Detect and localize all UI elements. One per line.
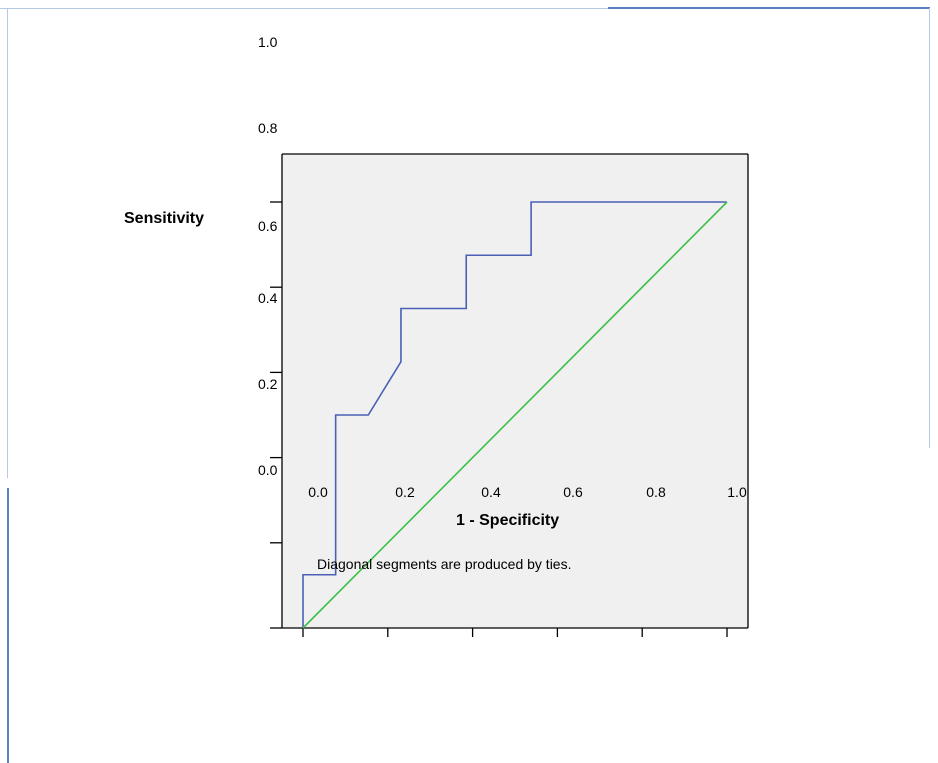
x-tick-label: 0.2 bbox=[395, 484, 415, 500]
y-tick-label: 0.6 bbox=[258, 218, 278, 234]
y-axis-label: Sensitivity bbox=[124, 210, 205, 227]
reference-diagonal bbox=[302, 201, 728, 629]
plot-area bbox=[282, 154, 748, 628]
top-frame-accent-line bbox=[608, 7, 930, 9]
ties-note: Diagonal segments are produced by ties. bbox=[317, 556, 572, 572]
series-layer bbox=[302, 201, 728, 629]
x-axis-label: 1 - Specificity bbox=[456, 512, 560, 529]
x-tick-label: 0.8 bbox=[646, 484, 666, 500]
x-tick-label: 1.0 bbox=[727, 484, 747, 500]
x-tick-label: 0.4 bbox=[481, 484, 501, 500]
left-frame-line-lower bbox=[7, 488, 9, 763]
top-frame-line bbox=[0, 8, 608, 9]
y-tick-label: 0.4 bbox=[258, 290, 278, 306]
x-tick-label: 0.6 bbox=[563, 484, 583, 500]
roc-curve bbox=[302, 201, 727, 628]
axes bbox=[270, 153, 749, 637]
right-frame-line bbox=[929, 8, 930, 448]
y-tick-label: 1.0 bbox=[258, 34, 278, 50]
y-tick-label: 0.8 bbox=[258, 120, 278, 136]
y-tick-label: 0.0 bbox=[258, 462, 278, 478]
x-tick-label: 0.0 bbox=[308, 484, 328, 500]
y-tick-label: 0.2 bbox=[258, 376, 278, 392]
left-frame-line-upper bbox=[7, 8, 8, 478]
